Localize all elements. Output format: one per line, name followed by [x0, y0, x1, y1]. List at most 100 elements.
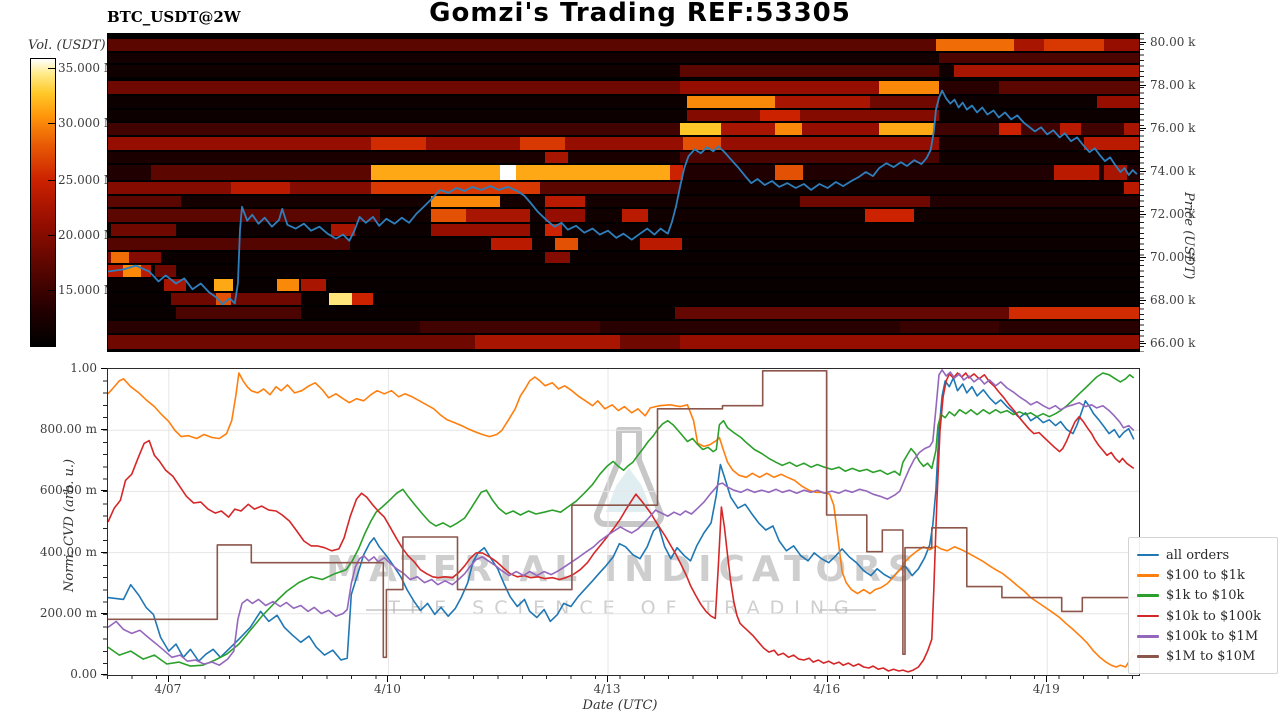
heatmap-cell [687, 110, 939, 122]
cvd-x-tick-mark [826, 676, 828, 682]
legend-item: $100k to $1M [1137, 626, 1269, 646]
heatmap-cell [879, 123, 934, 136]
series--1k-to-10k [108, 372, 1135, 667]
legend-item: $1k to $10k [1137, 586, 1269, 606]
heatmap-cell [108, 251, 161, 264]
cvd-y-tick-mark [101, 551, 107, 553]
cvd-y-tick-label: 800.00 m [39, 422, 97, 437]
heatmap-cell [163, 279, 187, 292]
heatmap-cell [799, 195, 930, 207]
heatmap-cell [430, 195, 500, 207]
heatmap-row [108, 237, 1139, 250]
heatmap-cell [1059, 123, 1082, 136]
price-tick-label: 74.00 k [1150, 164, 1196, 178]
heatmap-row [108, 110, 1139, 122]
cvd-x-tick-label: 4/13 [593, 682, 621, 696]
price-tick-mark [1140, 128, 1146, 129]
cvd-x-tick-label: 4/07 [154, 682, 182, 696]
price-tick-label: 70.00 k [1150, 249, 1196, 264]
legend-line-sample [1137, 553, 1159, 557]
heatmap-cell [938, 80, 999, 94]
series-all-orders [108, 377, 1135, 663]
price-tick-label: 68.00 k [1150, 292, 1196, 307]
heatmap-cell [328, 293, 353, 306]
legend-label: $100 to $1k [1166, 567, 1245, 583]
colorbar-tick-label: 35.000 M [58, 61, 117, 76]
heatmap-row [108, 223, 1139, 236]
legend-item: $10k to $100k [1137, 606, 1269, 626]
heatmap-cell [176, 307, 301, 320]
series--10k-to-100k [108, 372, 1135, 673]
legend-item: all orders [1137, 545, 1269, 565]
price-tick-mark [1140, 42, 1146, 44]
heatmap-cell [879, 80, 939, 94]
colorbar-tick-label: 30.000 M [58, 115, 117, 130]
price-tick-mark [1140, 256, 1146, 258]
cvd-y-tick-mark [101, 612, 107, 614]
heatmap-cell [1054, 165, 1099, 181]
cvd-x-axis-title: Date (UTC) [582, 698, 658, 713]
cvd-x-tick-label: 4/16 [813, 682, 841, 696]
colorbar-tick-label: 25.000 M [58, 172, 117, 187]
legend-label: $10k to $100k [1166, 608, 1261, 624]
cvd-y-tick-mark [101, 429, 107, 431]
heatmap-cell [545, 251, 570, 264]
colorbar-tick-mark [48, 68, 55, 70]
heatmap-cell [680, 123, 722, 136]
heatmap-cell [622, 208, 649, 222]
cvd-x-tick-label: 4/19 [1032, 682, 1060, 696]
heatmap-cell [545, 152, 568, 164]
heatmap-cell [545, 195, 586, 207]
heatmap-cell [1103, 165, 1127, 181]
heatmap-cell [370, 165, 500, 181]
heatmap-row [108, 279, 1139, 292]
price-tick-label: 76.00 k [1150, 121, 1196, 135]
heatmap-cell [669, 165, 684, 181]
colorbar-tick-label: 15.000 M [58, 282, 117, 297]
cvd-x-tick-mark [607, 676, 609, 682]
cvd-line-chart: MATERIAL INDICATORS THE SCIENCE OF TRADI… [107, 368, 1140, 676]
price-axis-title: Price (USDT) [1181, 192, 1196, 280]
volume-heatmap-plot [107, 33, 1140, 352]
heatmap-cell [929, 195, 1139, 207]
heatmap-row [108, 53, 1139, 63]
cvd-x-minor-ticks [107, 676, 1140, 679]
legend-line-sample [1137, 655, 1159, 658]
heatmap-cell [680, 80, 880, 94]
heatmap-cell [499, 165, 517, 181]
heatmap-row [108, 195, 1139, 207]
cvd-x-tick-mark [1046, 676, 1048, 682]
cvd-y-tick-label: 1.00 [70, 361, 97, 375]
heatmap-cell [938, 137, 1085, 151]
heatmap-cell [108, 195, 182, 207]
price-line-overlay [108, 89, 1138, 306]
heatmap-cell [775, 96, 870, 109]
heatmap-cell [639, 237, 683, 250]
heatmap-cell [998, 123, 1022, 136]
price-tick-mark [1140, 299, 1146, 301]
cvd-series-svg [108, 369, 1139, 675]
heatmap-cell [108, 237, 351, 250]
cvd-x-tick-mark [167, 676, 169, 682]
cvd-y-tick-mark [101, 674, 107, 675]
heatmap-cell [775, 123, 802, 136]
heatmap-cell [545, 223, 562, 236]
price-tick-label: 78.00 k [1150, 78, 1196, 93]
heatmap-cell [300, 279, 326, 292]
heatmap-cell [1103, 39, 1139, 51]
heatmap-cell [352, 293, 373, 306]
cvd-y-tick-label: 200.00 m [39, 605, 97, 620]
cvd-y-tick-label: 0.00 [70, 667, 97, 681]
legend-label: $1k to $10k [1166, 588, 1245, 604]
heatmap-cell [1123, 182, 1139, 195]
heatmap-cell [775, 165, 803, 181]
series--100-to-1k [108, 372, 1136, 668]
heatmap-cell [899, 321, 999, 333]
heatmap-cell [687, 96, 776, 109]
heatmap-cell [680, 335, 1139, 350]
heatmap-row [108, 39, 1139, 51]
cvd-x-tick-mark [387, 676, 389, 682]
colorbar-tick-mark [48, 235, 55, 237]
legend-line-sample [1137, 574, 1159, 577]
